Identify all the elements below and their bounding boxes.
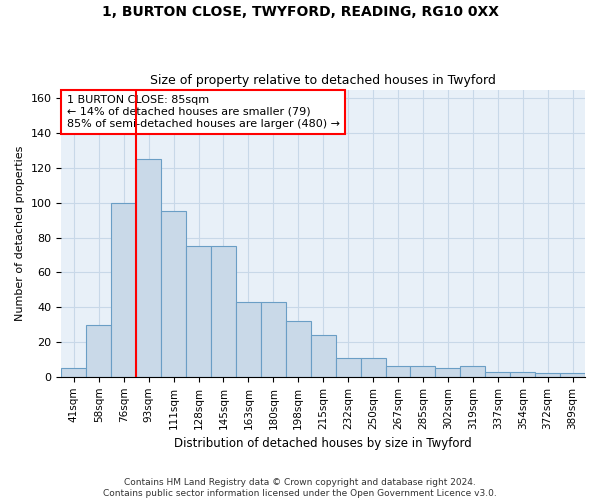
Bar: [535, 374, 560, 377]
X-axis label: Distribution of detached houses by size in Twyford: Distribution of detached houses by size …: [175, 437, 472, 450]
Bar: [211, 246, 236, 377]
Title: Size of property relative to detached houses in Twyford: Size of property relative to detached ho…: [150, 74, 496, 87]
Bar: [286, 321, 311, 377]
Bar: [161, 212, 186, 377]
Bar: [510, 372, 535, 377]
Bar: [436, 368, 460, 377]
Text: Contains HM Land Registry data © Crown copyright and database right 2024.
Contai: Contains HM Land Registry data © Crown c…: [103, 478, 497, 498]
Bar: [560, 374, 585, 377]
Bar: [485, 372, 510, 377]
Bar: [460, 366, 485, 377]
Bar: [410, 366, 436, 377]
Bar: [335, 358, 361, 377]
Bar: [111, 202, 136, 377]
Bar: [136, 159, 161, 377]
Bar: [311, 335, 335, 377]
Bar: [386, 366, 410, 377]
Y-axis label: Number of detached properties: Number of detached properties: [15, 146, 25, 321]
Bar: [236, 302, 261, 377]
Bar: [186, 246, 211, 377]
Bar: [61, 368, 86, 377]
Bar: [261, 302, 286, 377]
Bar: [361, 358, 386, 377]
Text: 1 BURTON CLOSE: 85sqm
← 14% of detached houses are smaller (79)
85% of semi-deta: 1 BURTON CLOSE: 85sqm ← 14% of detached …: [67, 96, 340, 128]
Text: 1, BURTON CLOSE, TWYFORD, READING, RG10 0XX: 1, BURTON CLOSE, TWYFORD, READING, RG10 …: [101, 5, 499, 19]
Bar: [86, 324, 111, 377]
